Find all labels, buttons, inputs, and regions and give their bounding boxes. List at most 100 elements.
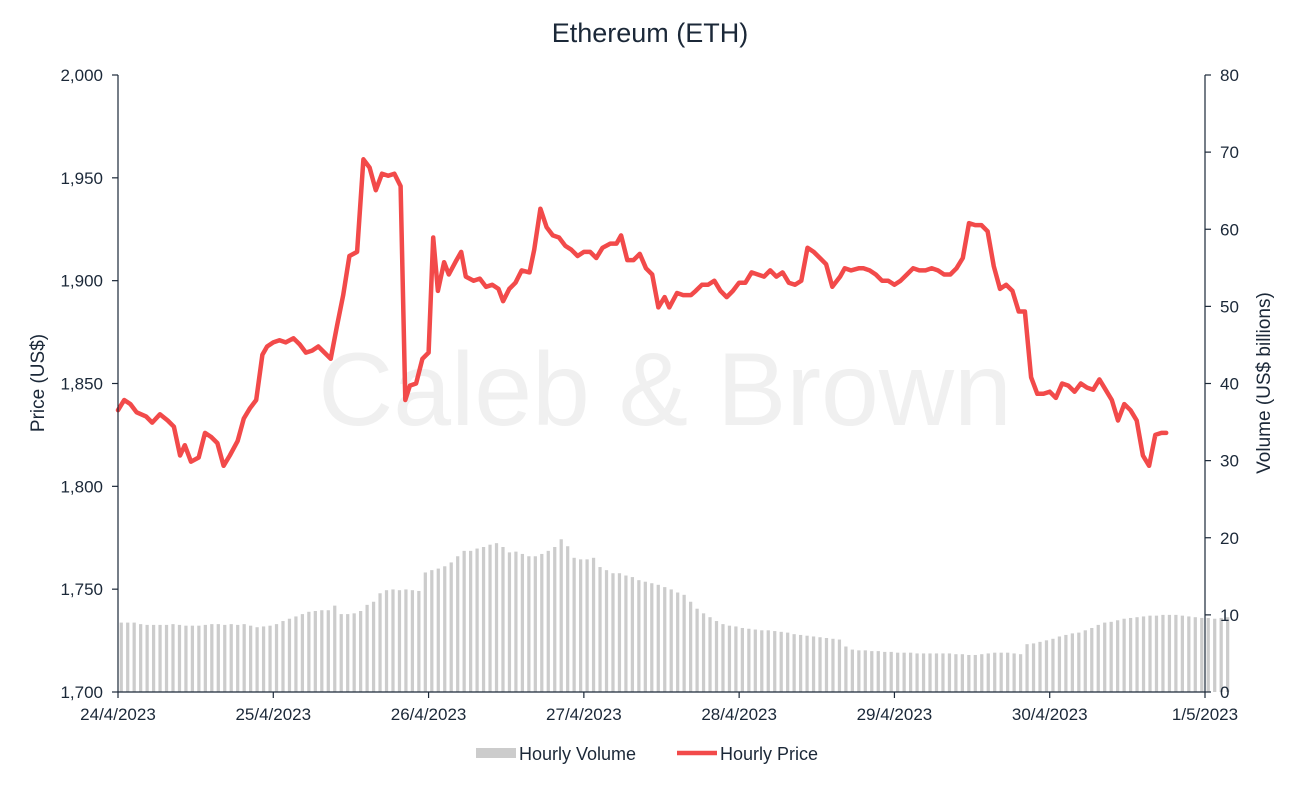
volume-bar [967,654,971,692]
volume-bar [786,632,790,692]
x-tick-label: 29/4/2023 [857,705,933,724]
volume-bar [1096,624,1100,692]
volume-bar [346,614,350,692]
legend-label-volume: Hourly Volume [519,744,636,764]
volume-bar [792,634,796,692]
volume-bar [1083,630,1087,692]
volume-bar [863,650,867,692]
volume-bar [656,584,660,692]
volume-bar [242,624,246,692]
volume-bar [404,589,408,692]
volume-bar [896,652,900,692]
volume-bar [999,652,1003,692]
y-right-tick-label: 50 [1220,297,1239,316]
volume-bar [300,614,305,692]
y-left-tick-label: 1,750 [60,580,103,599]
volume-bar [443,566,447,692]
volume-bar [126,622,130,692]
volume-bar [307,611,311,692]
volume-bar [1090,627,1094,692]
volume-bar [579,559,583,692]
volume-bar [779,631,783,692]
volume-bar [915,653,919,692]
x-tick-label: 30/4/2023 [1012,705,1088,724]
volume-bar [837,639,842,692]
volume-bar [921,653,926,692]
volume-bar [611,573,615,692]
volume-bar [488,544,492,692]
y-left-tick-label: 1,950 [60,169,103,188]
volume-bar [1031,643,1036,692]
volume-bar [947,653,952,692]
y-right-tick-label: 40 [1220,375,1239,394]
volume-bar [559,539,563,692]
volume-bar [960,654,964,692]
volume-bar [1109,621,1113,692]
volume-bar [753,629,757,692]
y-left-tick-label: 2,000 [60,66,103,85]
y-left-tick-label: 1,800 [60,477,103,496]
volume-bar [1187,616,1191,692]
volume-bar [249,625,253,692]
volume-bar [617,573,622,692]
volume-bar [229,624,233,692]
volume-bar [928,653,932,692]
volume-bar [132,622,136,692]
volume-bar [1006,652,1010,692]
volume-bar [766,630,770,692]
volume-bar [1154,615,1159,692]
volume-bar [294,616,298,692]
volume-bar [481,547,486,692]
volume-bar [630,577,635,692]
volume-bar [1174,614,1178,693]
volume-bar [941,653,945,692]
volume-bar [255,627,259,692]
volume-bar [223,624,227,692]
x-tick-label: 26/4/2023 [391,705,467,724]
volume-bar [210,624,214,692]
y-axis-left-label: Price (US$) [28,334,49,432]
volume-bar [1200,617,1204,692]
volume-bar [714,621,719,692]
volume-bar [844,646,848,692]
volume-bar [158,624,162,692]
volume-bar [889,651,893,692]
volume-bar [410,590,415,692]
y-right-tick-label: 20 [1220,529,1239,548]
volume-bar [1116,620,1120,692]
volume-bar [371,601,376,692]
volume-bar [274,624,279,692]
volume-bar [857,650,861,692]
volume-bar [164,624,169,692]
volume-bar [734,626,738,692]
volume-bar [1213,618,1217,692]
volume-bar [326,610,330,692]
volume-bar [184,625,188,692]
volume-bar [546,550,550,692]
volume-bar [721,624,725,692]
volume-bar [773,631,777,692]
x-tick-label: 27/4/2023 [546,705,622,724]
volume-bar [469,550,473,692]
legend: Hourly Volume Hourly Price [476,744,818,764]
volume-bar [430,570,434,692]
y-right-tick-label: 60 [1220,220,1239,239]
volume-bar [1057,636,1062,692]
volume-bar [695,608,699,692]
volume-bar [572,557,576,692]
volume-bar [1161,614,1165,693]
volume-bar [365,604,369,692]
volume-bar [177,624,182,692]
volume-bar [1122,618,1126,692]
volume-bar [462,550,466,692]
volume-bar [1103,622,1107,692]
volume-bar [1167,614,1172,693]
volume-bar [553,547,557,692]
volume-bar [494,543,499,692]
volume-bar [805,635,809,692]
volume-bar [598,567,602,692]
volume-bar [1051,638,1055,692]
volume-bar [1128,617,1133,692]
volume-bar [934,653,939,692]
volume-bar [831,638,835,692]
